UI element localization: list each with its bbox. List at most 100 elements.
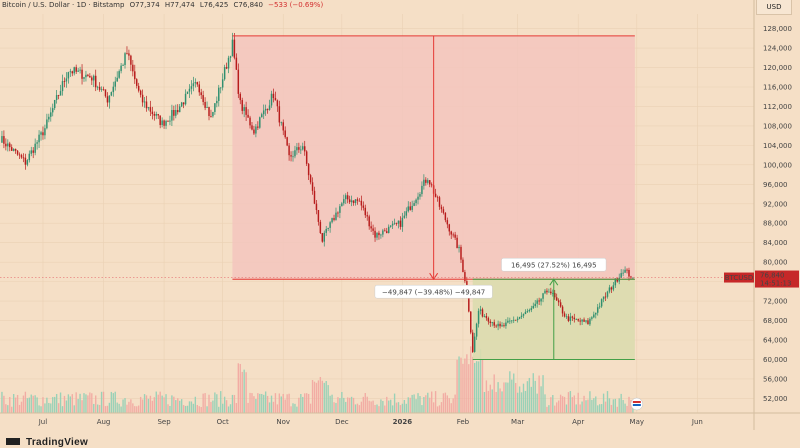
volume-bar (602, 393, 605, 413)
candle-body (509, 320, 511, 322)
candle-body (548, 291, 550, 293)
candle-body (413, 203, 415, 206)
candle-body (401, 217, 404, 227)
candle (51, 103, 54, 117)
candle (602, 296, 605, 303)
candle (407, 201, 409, 213)
candle (77, 67, 79, 72)
candle (632, 277, 634, 279)
candle-body (622, 272, 624, 274)
volume-bar (307, 393, 310, 413)
candle-body (329, 222, 331, 228)
volume-bar (413, 394, 415, 413)
y-tick-label: 108,000 (763, 122, 792, 130)
candle (403, 211, 406, 219)
volume-bar (198, 406, 200, 413)
candle-body (471, 332, 474, 352)
volume-bar (460, 357, 462, 413)
volume-bar (130, 399, 132, 413)
candle (102, 86, 105, 91)
candle (606, 290, 609, 299)
candle-body (395, 222, 398, 224)
candle-body (470, 311, 472, 333)
candle (9, 141, 11, 152)
candle-body (481, 309, 484, 317)
candle-body (241, 100, 243, 111)
candle (116, 71, 118, 82)
candle-body (620, 273, 622, 278)
volume-bar (599, 404, 601, 413)
candle-body (51, 108, 54, 113)
volume-bar (302, 396, 304, 413)
volume-bar (417, 393, 419, 413)
candle-body (233, 39, 236, 58)
candle-body (221, 79, 224, 88)
candle-body (5, 143, 7, 147)
candle (440, 204, 443, 213)
volume-bar (157, 394, 159, 413)
volume-bar (429, 397, 431, 413)
candle (477, 308, 480, 328)
candle-body (536, 300, 538, 304)
candle-body (94, 75, 97, 88)
volume-bar (472, 356, 474, 413)
candle-body (458, 246, 460, 249)
volume-bar (42, 397, 44, 413)
volume-bar (212, 400, 214, 413)
volume-bar (505, 382, 507, 413)
candle-body (178, 106, 181, 113)
candle (622, 269, 624, 277)
candle-body (36, 142, 38, 144)
volume-bar (163, 397, 165, 413)
candle (444, 212, 447, 223)
volume-bar (194, 396, 197, 413)
volume-bar (120, 406, 122, 413)
volume-bar (79, 393, 81, 413)
y-tick-label: 124,000 (763, 45, 792, 53)
volume-bar (427, 392, 429, 413)
volume-bar (552, 395, 554, 413)
candle (354, 199, 357, 206)
candle (393, 218, 396, 225)
volume-bar (243, 369, 245, 413)
candle (165, 119, 167, 130)
candle (512, 316, 515, 324)
time-axis[interactable]: Jul Aug Sep Oct Nov Dec 2026 Feb Mar Apr May Jun (0, 412, 800, 426)
candle-body (48, 116, 50, 120)
currency-button[interactable]: USD (756, 0, 792, 15)
candle (511, 320, 513, 324)
candle (389, 225, 392, 228)
candle (262, 104, 265, 119)
volume-bar (67, 394, 70, 413)
candle-body (190, 86, 193, 89)
candle-body (454, 234, 456, 238)
candle (65, 72, 68, 88)
candle (464, 269, 466, 284)
x-tick-label: Nov (276, 418, 290, 426)
candle (96, 85, 99, 91)
candle (596, 303, 599, 316)
short-measure-label-box (374, 284, 493, 299)
candle (243, 104, 245, 118)
candle (247, 109, 249, 118)
candle (411, 200, 413, 213)
candle (425, 177, 427, 186)
volume-bar (360, 401, 363, 413)
candle-body (532, 306, 535, 309)
candle-body (450, 231, 452, 235)
volume-bar (499, 388, 501, 413)
volume-bar (30, 394, 32, 413)
candle (448, 223, 451, 236)
candle (255, 124, 257, 138)
candle-body (409, 206, 411, 210)
volume-bar (401, 403, 404, 413)
candle-body (253, 129, 255, 134)
volume-bar (261, 393, 263, 413)
volume-bar (509, 371, 511, 413)
price-axis[interactable]: 52,00056,00060,00064,00068,00072,00076,0… (753, 0, 800, 445)
volume-bar (454, 394, 456, 413)
volume-bar (65, 400, 68, 413)
candle-body (323, 232, 326, 242)
candle-body (311, 182, 314, 191)
